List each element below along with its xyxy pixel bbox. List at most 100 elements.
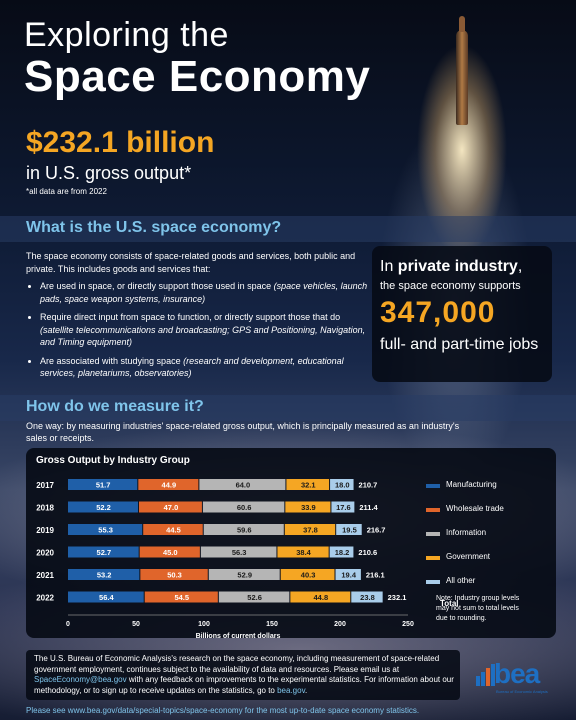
data-label: 45.0 [163,548,178,557]
legend-label: All other [446,576,476,585]
title-line-1: Exploring the [24,16,229,54]
total-label: 232.1 [388,593,407,602]
x-tick-label: 100 [198,621,210,628]
bar-segment [68,501,138,513]
data-label: 44.9 [162,481,177,490]
data-label: 32.1 [301,481,316,490]
data-label: 38.4 [296,548,311,557]
gross-output-chart: Gross Output by Industry Group 2017 51.7 44… [36,455,520,640]
bar-segment [68,591,144,603]
data-label: 23.8 [360,593,375,602]
data-label: 52.9 [237,571,252,580]
section-what-intro: The space economy consists of space-rela… [26,251,356,274]
section-title-measure: How do we measure it? [26,398,204,415]
bar-segment [208,569,280,580]
rocket-image [456,16,468,125]
bar-segment [290,591,351,603]
bar-segment [336,524,362,535]
bar-segment [202,501,285,513]
title-line-2: Space Economy [24,52,371,101]
section-title-what: What is the U.S. space economy? [26,219,282,236]
data-label: 47.0 [164,503,179,512]
section-band-measure [0,395,576,421]
bar-segment [68,546,139,558]
data-label: 19.4 [341,571,356,580]
bullet-item: Are used in space, or directly support t… [40,280,376,305]
legend-label: Wholesale trade [446,504,504,513]
bar-segment [139,546,200,558]
bar-segment [330,479,354,490]
data-label: 55.3 [98,526,113,535]
data-label: 52.6 [247,593,262,602]
data-label: 40.3 [301,571,316,580]
data-label: 59.6 [237,526,252,535]
bar-segment [331,501,355,513]
data-label: 37.8 [303,526,318,535]
headline-note: *all data are from 2022 [26,187,107,196]
total-label: 211.4 [359,503,378,512]
legend-swatch [426,532,440,536]
category-label: 2021 [36,571,54,580]
legend-label: Government [446,552,491,561]
section-band-what [0,216,576,242]
category-label: 2020 [36,549,54,558]
x-tick-label: 0 [66,621,70,628]
category-label: 2022 [36,594,54,603]
bar-segment [68,524,143,535]
bar-segment [140,569,208,580]
x-tick-label: 50 [132,621,140,628]
bar-segment [335,569,361,580]
bea-logo-mark-icon [476,664,495,686]
data-label: 44.8 [314,593,329,602]
bea-logo-text: bea [494,658,540,689]
data-label: 56.4 [99,593,114,602]
x-tick-label: 250 [402,621,414,628]
legend-swatch [426,580,440,584]
bea-logo[interactable]: bea Bureau of Economic Analysis [476,656,556,700]
bar-segment [199,479,286,490]
jobs-card-line3: full- and part-time jobs [380,336,539,353]
data-label: 53.2 [97,571,112,580]
section-what-bullets: Are used in space, or directly support t… [26,280,376,386]
x-tick-label: 150 [266,621,278,628]
bar-segment [218,591,290,603]
bar-segment [280,569,335,580]
data-label: 44.5 [166,526,181,535]
jobs-card-number: 347,000 [380,296,496,329]
headline-value: $232.1 billion [26,126,215,159]
data-label: 52.7 [97,548,112,557]
data-label: 60.6 [237,503,252,512]
bar-segment [277,546,329,558]
data-label: 52.2 [96,503,111,512]
bar-segment [351,591,383,603]
bar-segment [144,591,218,603]
bea-link[interactable]: bea.gov [277,685,305,695]
total-label: 216.1 [366,571,385,580]
bar-segment [200,546,277,558]
total-label: 210.6 [358,548,377,557]
data-label: 18.2 [335,548,350,557]
bar-segment [68,569,140,580]
bar-segment [203,524,284,535]
legend-label: Manufacturing [446,480,497,489]
bar-segment [286,479,330,490]
bar-segment [143,524,203,535]
chart-panel: Gross Output by Industry Group 2017 51.7 44… [26,448,556,640]
legend-total-label: Total [440,599,459,608]
bottom-link-line[interactable]: Please see www.bea.gov/data/special-topi… [26,706,420,715]
bar-segment [138,479,199,490]
chart-note-line: may not sum to total levels [436,605,519,612]
jobs-card-line2: the space economy supports [380,280,521,292]
data-label: 64.0 [236,481,251,490]
email-link[interactable]: SpaceEconomy@bea.gov [34,675,127,684]
data-label: 18.0 [335,481,350,490]
jobs-card: In private industry, the space economy s… [372,246,552,382]
data-label: 51.7 [96,481,111,490]
data-label: 56.3 [232,548,247,557]
bullet-item: Require direct input from space to funct… [40,311,376,349]
data-label: 54.5 [174,593,189,602]
section-measure-text: One way: by measuring industries' space-… [26,421,460,443]
bullet-item: Are associated with studying space (rese… [40,355,376,380]
data-label: 17.6 [336,503,351,512]
x-tick-label: 200 [334,621,346,628]
